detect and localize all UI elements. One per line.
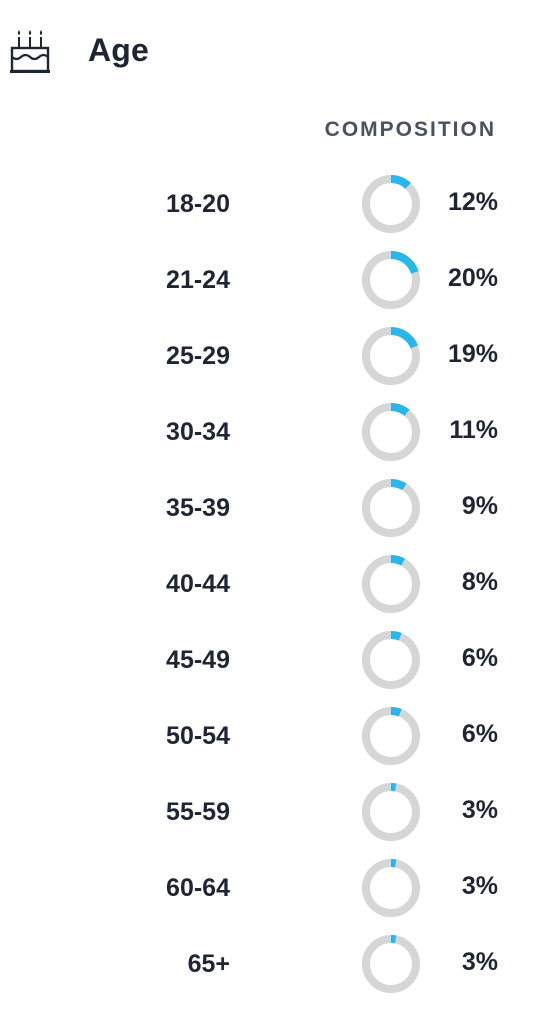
composition-percent: 3% (461, 796, 498, 824)
composition-donut (362, 935, 420, 993)
composition-percent: 6% (461, 720, 498, 748)
composition-percent: 20% (447, 264, 498, 292)
age-range-label: 50-54 (166, 722, 230, 750)
age-row: 25-29 19% (0, 318, 542, 394)
donut-track (362, 631, 420, 689)
donut-value-arc (362, 783, 420, 841)
composition-donut (362, 251, 420, 309)
age-row: 60-64 3% (0, 850, 542, 926)
age-range-label: 30-34 (166, 418, 230, 446)
composition-percent: 3% (461, 948, 498, 976)
age-row: 35-39 9% (0, 470, 542, 546)
donut-value-arc (362, 327, 420, 385)
composition-percent: 19% (447, 340, 498, 368)
composition-donut (362, 327, 420, 385)
donut-value-arc (362, 175, 420, 233)
donut-value-arc (362, 403, 420, 461)
age-row: 55-59 3% (0, 774, 542, 850)
donut-value-arc (362, 555, 420, 613)
composition-percent: 3% (461, 872, 498, 900)
composition-donut (362, 555, 420, 613)
donut-track (362, 555, 420, 613)
donut-track (362, 479, 420, 537)
donut-track (362, 935, 420, 993)
composition-donut (362, 403, 420, 461)
age-range-label: 35-39 (166, 494, 230, 522)
age-range-label: 25-29 (166, 342, 230, 370)
age-range-label: 18-20 (166, 190, 230, 218)
age-range-label: 60-64 (166, 874, 230, 902)
composition-percent: 9% (461, 492, 498, 520)
age-range-label: 45-49 (166, 646, 230, 674)
composition-donut (362, 631, 420, 689)
donut-value-arc (362, 859, 420, 917)
composition-percent: 8% (461, 568, 498, 596)
donut-value-arc (362, 707, 420, 765)
age-row: 30-34 11% (0, 394, 542, 470)
section-title: Age (88, 32, 150, 68)
composition-percent: 11% (449, 416, 498, 444)
age-range-label: 40-44 (166, 570, 230, 598)
composition-percent: 6% (461, 644, 498, 672)
composition-donut (362, 859, 420, 917)
donut-value-arc (362, 479, 420, 537)
column-header-composition: COMPOSITION (324, 118, 496, 141)
age-range-label: 55-59 (166, 798, 230, 826)
composition-percent: 12% (447, 188, 498, 216)
age-row: 50-54 6% (0, 698, 542, 774)
composition-donut (362, 175, 420, 233)
donut-value-arc (362, 935, 420, 993)
age-range-label: 65+ (187, 950, 230, 978)
age-range-label: 21-24 (166, 266, 230, 294)
donut-track (362, 707, 420, 765)
composition-donut (362, 479, 420, 537)
age-row: 21-24 20% (0, 242, 542, 318)
birthday-cake-icon (10, 28, 50, 74)
section-header: Age (0, 0, 542, 100)
donut-value-arc (362, 631, 420, 689)
composition-donut (362, 707, 420, 765)
age-row: 40-44 8% (0, 546, 542, 622)
age-row: 45-49 6% (0, 622, 542, 698)
donut-track (362, 783, 420, 841)
donut-value-arc (362, 251, 420, 309)
composition-donut (362, 783, 420, 841)
donut-track (362, 859, 420, 917)
donut-track (362, 403, 420, 461)
age-row: 18-20 12% (0, 166, 542, 242)
age-row: 65+ 3% (0, 926, 542, 1002)
donut-track (362, 175, 420, 233)
